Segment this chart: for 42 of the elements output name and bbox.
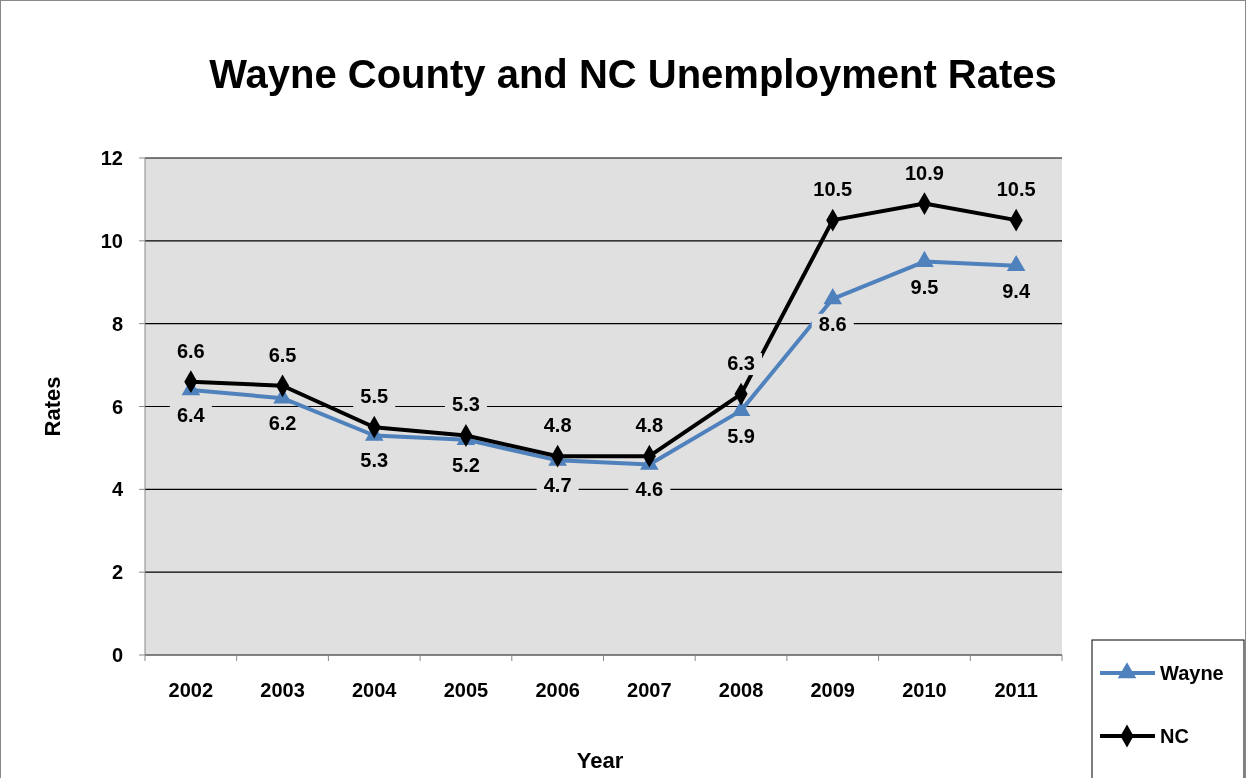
data-label: 5.3 [360, 449, 389, 472]
x-axis-title: Year [576, 748, 624, 773]
data-label: 5.2 [452, 453, 480, 476]
x-tick-label: 2004 [352, 679, 398, 701]
data-label: 6.2 [268, 412, 297, 435]
data-label: 6.4 [176, 403, 206, 426]
x-tick-label: 2007 [627, 679, 672, 701]
y-axis-title: Rates [40, 376, 65, 437]
y-tick-label: 10 [100, 229, 123, 252]
x-tick-label: 2002 [168, 679, 214, 701]
x-tick-label: 2010 [902, 679, 947, 701]
x-tick-label: 2009 [810, 679, 855, 701]
x-tick-label: 2008 [718, 679, 764, 701]
y-tick-label: 0 [111, 644, 123, 666]
data-label: 9.5 [910, 275, 939, 298]
y-tick-label: 4 [111, 478, 124, 501]
x-tick-label: 2005 [443, 679, 489, 701]
data-label: 10.5 [996, 178, 1036, 201]
y-tick-label: 12 [100, 147, 123, 169]
data-label: 10.9 [904, 161, 944, 184]
y-tick-label: 2 [111, 561, 123, 584]
data-label: 4.8 [635, 414, 664, 437]
data-label: 6.6 [176, 339, 205, 362]
data-label: 5.9 [727, 424, 755, 447]
legend-label: NC [1160, 725, 1189, 747]
data-label: 6.5 [268, 343, 297, 366]
data-label: 8.6 [818, 312, 847, 335]
data-label: 10.5 [813, 178, 853, 201]
data-label: 4.7 [543, 474, 572, 497]
data-label: 9.4 [1002, 279, 1031, 302]
x-tick-label: 2011 [994, 679, 1038, 701]
legend-label: Wayne [1160, 662, 1224, 684]
x-tick-label: 2003 [260, 679, 305, 701]
data-label: 6.3 [727, 352, 755, 375]
y-tick-label: 8 [111, 312, 123, 335]
data-label: 5.3 [452, 393, 480, 416]
data-label: 4.6 [635, 478, 664, 501]
data-label: 4.8 [543, 414, 572, 437]
chart-title: Wayne County and NC Unemployment Rates [209, 52, 1057, 96]
data-label: 5.5 [360, 385, 389, 408]
x-tick-label: 2006 [535, 679, 580, 701]
y-tick-label: 6 [111, 395, 123, 418]
